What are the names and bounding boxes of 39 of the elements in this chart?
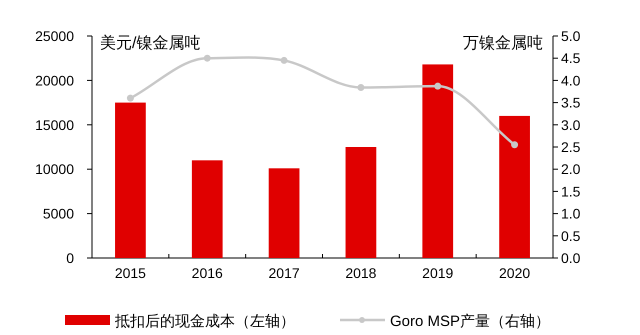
point	[511, 141, 518, 148]
y-tick-label: 5000	[42, 206, 74, 222]
y2-tick-label: 0.0	[561, 250, 581, 266]
bar	[192, 160, 223, 258]
x-tick-label: 2019	[422, 265, 454, 281]
point	[204, 54, 211, 62]
x-tick-label: 2017	[268, 265, 300, 281]
y-tick-label: 20000	[35, 72, 74, 88]
x-tick-label: 2015	[114, 265, 146, 281]
y2-axis-title: 万镍金属吨	[463, 34, 543, 52]
y-tick-label: 25000	[35, 28, 74, 44]
point	[357, 84, 364, 92]
bar	[346, 147, 376, 258]
point	[280, 56, 288, 64]
y2-tick-label: 2.5	[561, 139, 581, 155]
bar	[422, 64, 454, 258]
bar	[115, 102, 146, 258]
y2-tick-label: 3.0	[561, 116, 581, 133]
y-tick-label: 10000	[35, 161, 74, 178]
x-tick-label: 2016	[192, 265, 224, 281]
y2-tick-label: 0.5	[561, 228, 581, 244]
y2-tick-label: 4.5	[561, 50, 581, 66]
y2-tick-label: 1.5	[561, 183, 581, 200]
y-tick-label: 15000	[35, 116, 74, 133]
y2-tick-label: 1.0	[561, 206, 581, 222]
point	[126, 94, 134, 102]
legend-label: 抵扣后的现金成本（左轴）	[114, 313, 295, 330]
bar	[268, 168, 300, 258]
y2-tick-label: 4.0	[561, 72, 581, 88]
y2-tick-label: 2.0	[561, 161, 581, 178]
x-tick-label: 2018	[345, 265, 377, 281]
point	[434, 82, 442, 90]
y2-tick-label: 3.5	[561, 94, 581, 111]
y-axis-title: 美元/镍金属吨	[100, 34, 200, 52]
y2-tick-label: 5.0	[561, 28, 581, 44]
bar	[499, 116, 530, 258]
y-tick-label: 0	[66, 250, 74, 266]
legend-label: Goro MSP产量（右轴）	[390, 313, 550, 330]
x-tick-label: 2020	[499, 265, 530, 281]
